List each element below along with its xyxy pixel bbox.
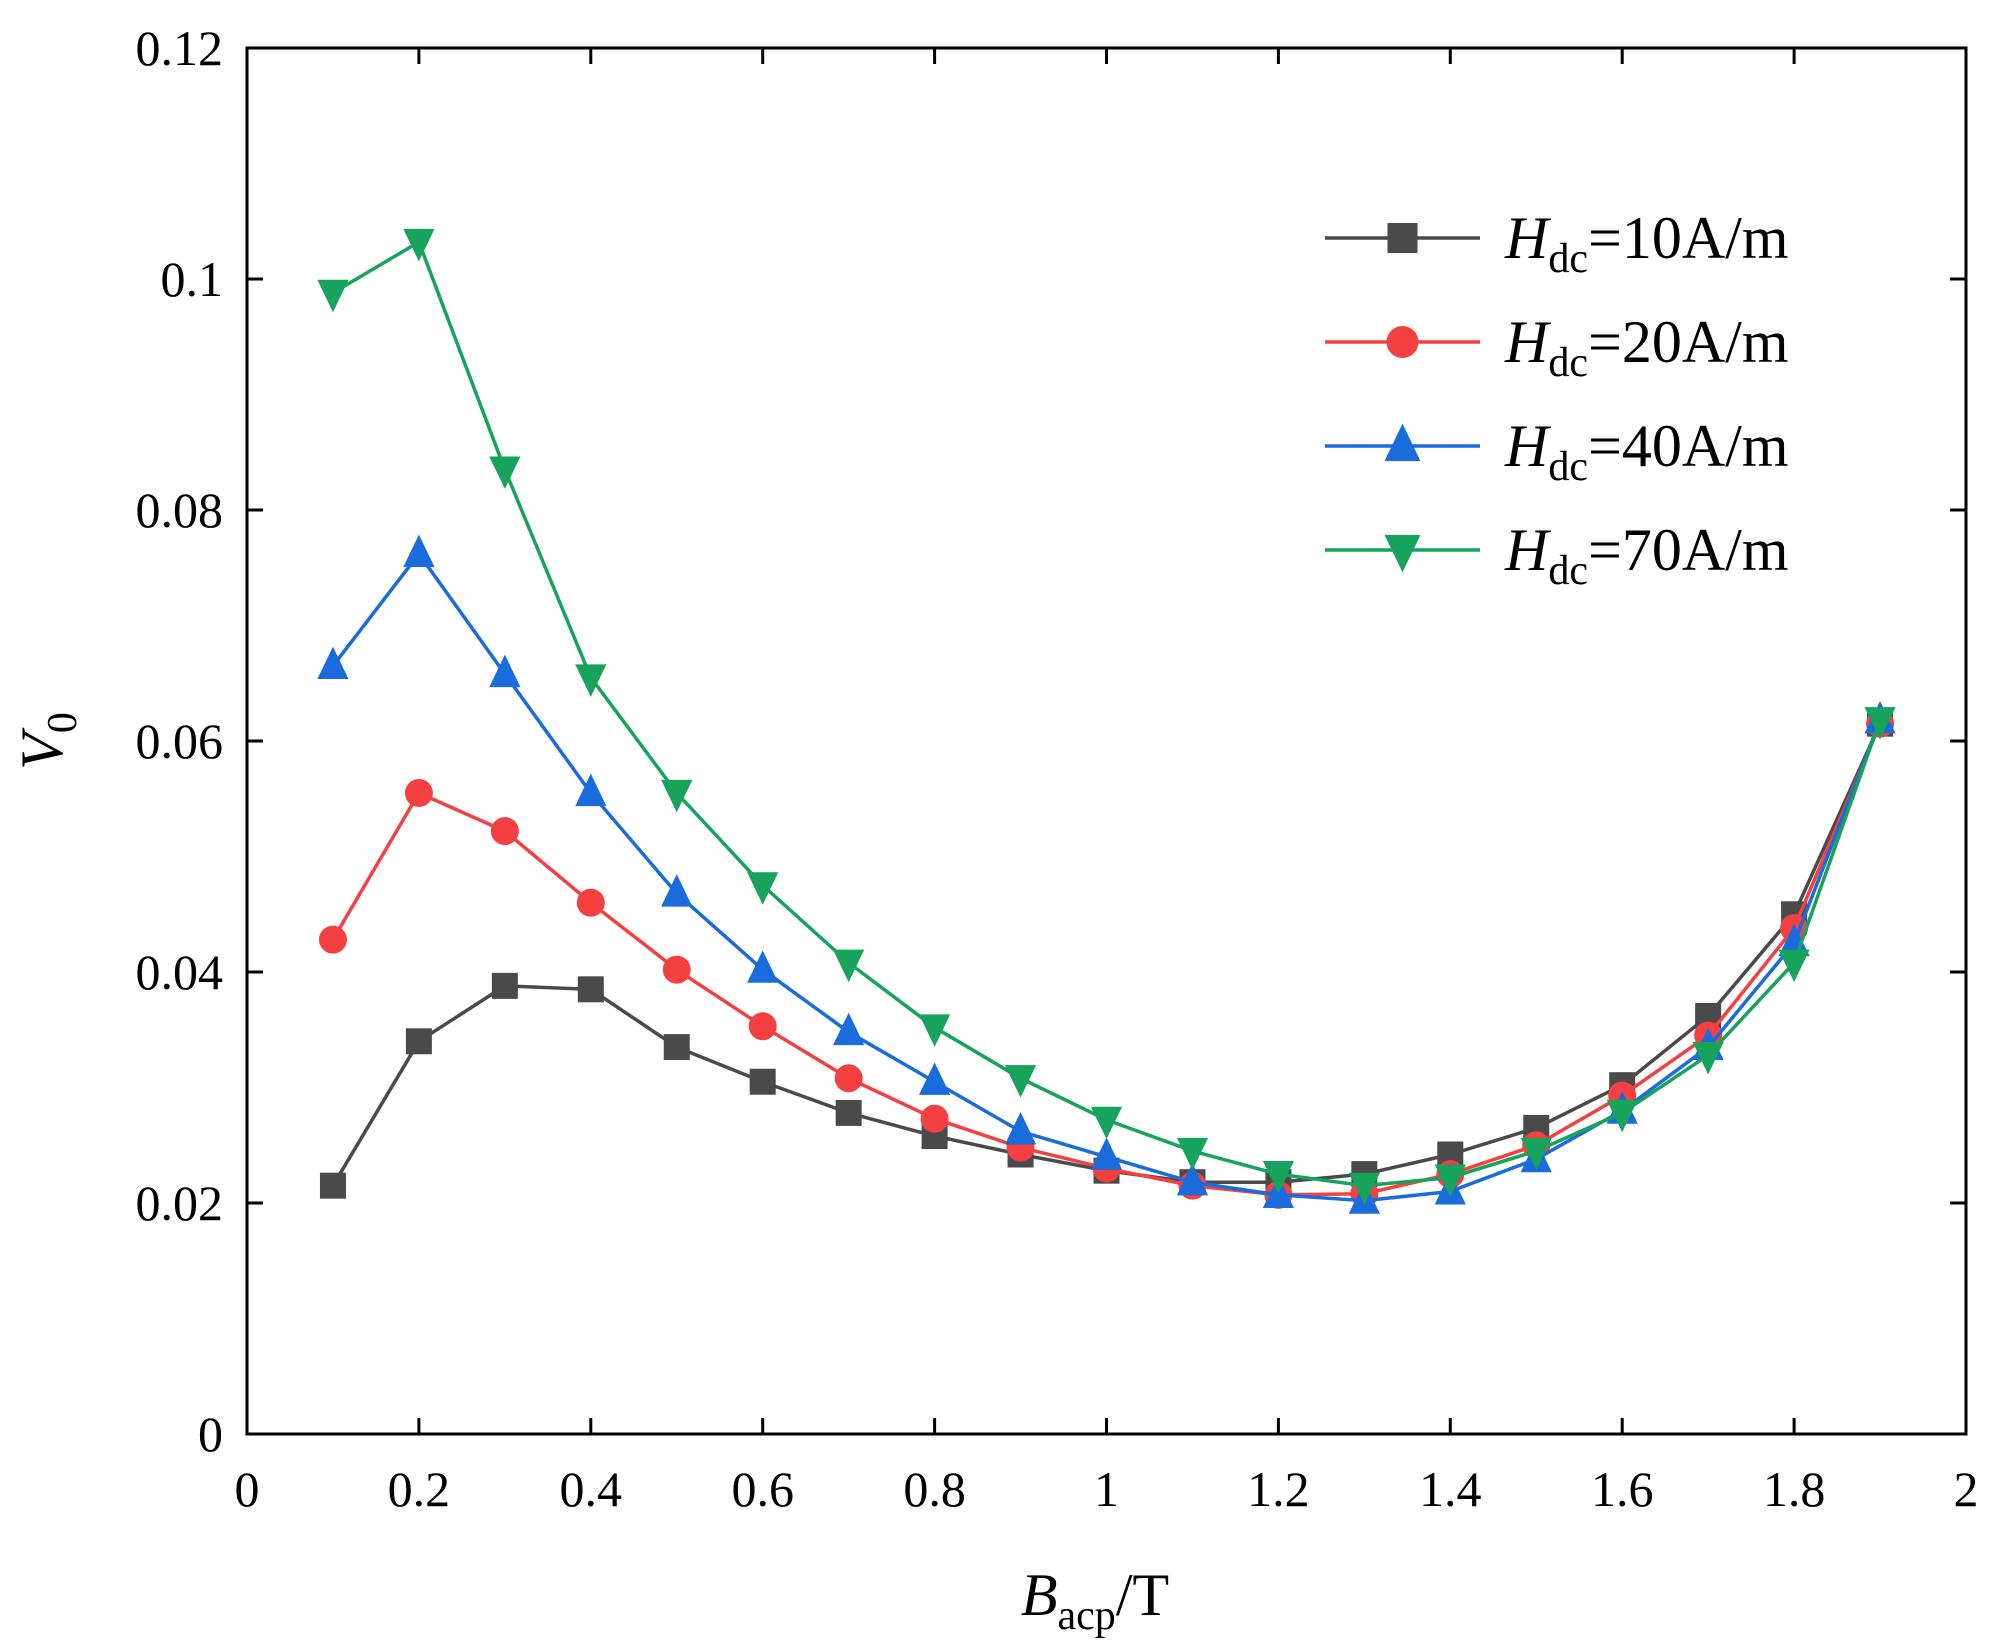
legend-item: Hdc=10A/m (1325, 205, 1789, 282)
data-point (919, 1062, 951, 1095)
x-tick-label: 1.4 (1419, 1461, 1482, 1517)
data-point (405, 1028, 432, 1055)
x-tick-label: 1 (1094, 1461, 1119, 1517)
y-axis-title: V0 (9, 712, 86, 770)
y-tick-label: 0.1 (161, 251, 224, 307)
data-point (1692, 1042, 1724, 1075)
data-point (1434, 1164, 1466, 1197)
x-axis-title: Bacp/T (1021, 1562, 1169, 1639)
legend-marker (1386, 326, 1419, 358)
legend-label: Hdc=10A/m (1504, 205, 1789, 282)
data-point (747, 950, 779, 983)
x-tick-label: 0.2 (388, 1461, 451, 1517)
data-point (1520, 1137, 1552, 1171)
data-point (834, 1064, 863, 1093)
data-point (748, 1012, 777, 1041)
data-point (575, 773, 607, 807)
data-point (661, 779, 693, 813)
y-tick-label: 0.02 (136, 1175, 224, 1231)
y-tick-label: 0.06 (136, 713, 224, 769)
data-point (661, 874, 693, 907)
data-point (317, 279, 349, 313)
data-point (317, 646, 349, 680)
x-tick-label: 0.4 (560, 1461, 623, 1517)
legend-item: Hdc=40A/m (1325, 413, 1789, 490)
x-tick-label: 0 (235, 1461, 260, 1517)
data-point (319, 1172, 346, 1199)
data-point (919, 1014, 951, 1047)
data-point (749, 1068, 776, 1095)
tick-layer: 0 0.2 0.4 0.6 0.8 1 1.2 1.4 1.6 1.8 2 0 0.02 0.04 0.06… (136, 20, 1979, 1517)
y-tick-label: 0.08 (136, 482, 224, 538)
data-point (1778, 923, 1810, 957)
x-tick-label: 1.2 (1247, 1461, 1310, 1517)
data-point (1004, 1065, 1037, 1098)
data-point (1864, 707, 1896, 740)
data-point (1004, 1112, 1037, 1145)
legend-marker (1384, 423, 1421, 462)
series-3 (317, 228, 1896, 1206)
data-point (920, 1104, 949, 1133)
legend-item: Hdc=20A/m (1325, 309, 1789, 386)
x-tick-label: 0.6 (731, 1461, 794, 1517)
data-point (1606, 1099, 1638, 1133)
data-point (577, 976, 604, 1003)
data-point (747, 872, 779, 905)
legend: Hdc=10A/m Hdc=20A/m Hdc=40A/m Hdc=70A/m (1325, 205, 1789, 594)
data-point (833, 949, 865, 983)
y-tick-label: 0 (198, 1406, 223, 1462)
x-tick-label: 2 (1954, 1461, 1979, 1517)
y-tick-label: 0.04 (136, 944, 224, 1000)
data-point (1348, 1172, 1380, 1206)
data-point (1778, 949, 1810, 983)
data-point (576, 888, 605, 917)
series-layer (317, 228, 1896, 1214)
legend-label: Hdc=20A/m (1504, 309, 1789, 386)
data-point (1262, 1161, 1294, 1194)
data-point (490, 817, 519, 846)
y-tick-label: 0.12 (136, 20, 224, 76)
data-point (491, 972, 518, 999)
data-point (1090, 1137, 1123, 1170)
data-point (489, 654, 521, 688)
data-point (1176, 1162, 1209, 1196)
legend-label: Hdc=40A/m (1504, 413, 1789, 490)
legend-marker (1384, 534, 1421, 573)
data-point (1090, 1106, 1123, 1140)
x-tick-label: 1.6 (1591, 1461, 1654, 1517)
data-point (404, 778, 433, 807)
data-point (403, 534, 435, 567)
data-point (663, 1034, 690, 1061)
data-point (1176, 1137, 1209, 1171)
data-point (833, 1012, 865, 1046)
legend-marker (1387, 223, 1418, 253)
x-tick-label: 1.8 (1763, 1461, 1826, 1517)
legend-label: Hdc=70A/m (1504, 517, 1789, 594)
data-point (403, 228, 435, 262)
data-point (318, 925, 347, 954)
data-point (835, 1099, 862, 1126)
data-point (489, 456, 521, 489)
legend-item: Hdc=70A/m (1325, 517, 1789, 594)
data-point (575, 664, 607, 697)
data-point (662, 955, 691, 984)
x-tick-label: 0.8 (903, 1461, 966, 1517)
